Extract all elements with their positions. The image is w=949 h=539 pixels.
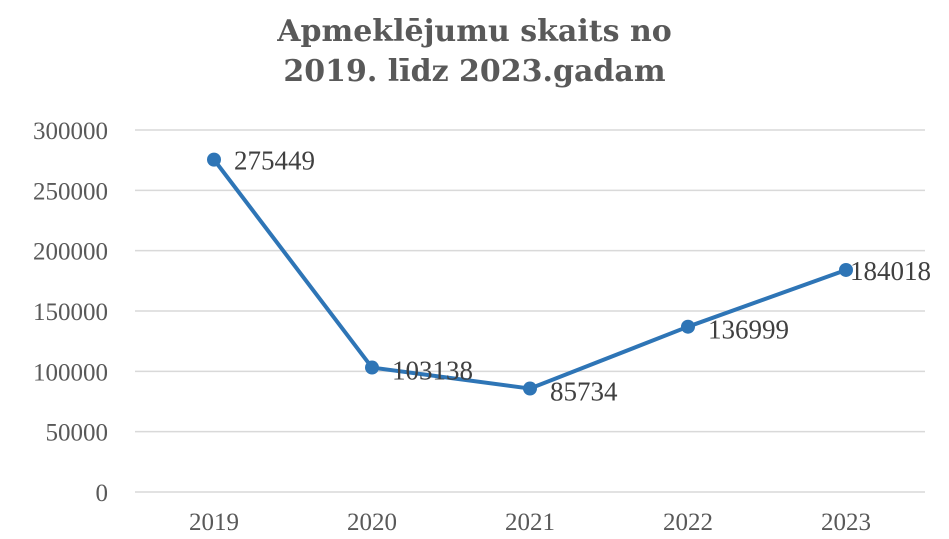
y-tick-label: 150000: [33, 299, 108, 326]
x-tick-label: 2021: [505, 509, 555, 536]
y-tick-label: 50000: [46, 420, 109, 447]
data-label: 136999: [708, 315, 789, 345]
data-point: [681, 319, 695, 334]
data-label: 275449: [234, 146, 315, 176]
chart-title-line-1: Apmeklējumu skaits no: [277, 14, 672, 49]
data-point: [207, 152, 221, 167]
y-tick-label: 100000: [33, 359, 108, 386]
x-tick-label: 2022: [663, 509, 713, 536]
data-label: 103138: [392, 356, 473, 386]
x-tick-label: 2023: [821, 509, 871, 536]
data-point: [365, 360, 379, 375]
y-tick-label: 300000: [33, 118, 108, 145]
data-point: [523, 381, 537, 396]
x-tick-label: 2020: [347, 509, 397, 536]
data-label: 85734: [550, 377, 618, 407]
chart-title-line-2: 2019. līdz 2023.gadam: [283, 54, 666, 89]
data-labels: 275449 103138 85734 136999 184018: [234, 146, 931, 407]
y-tick-label: 250000: [33, 178, 108, 205]
y-tick-label: 0: [96, 480, 109, 507]
data-point: [839, 262, 853, 277]
series-line: [212, 157, 848, 391]
chart-title: Apmeklējumu skaits no 2019. līdz 2023.ga…: [0, 12, 949, 92]
x-axis-tick-labels: 2019 2020 2021 2022 2023: [189, 509, 871, 536]
series-line-group: [207, 152, 853, 396]
y-tick-label: 200000: [33, 239, 108, 266]
y-axis-tick-labels: 0 50000 100000 150000 200000 250000 300000: [33, 118, 108, 507]
data-label: 184018: [850, 256, 931, 286]
gridlines: [135, 129, 925, 493]
x-tick-label: 2019: [189, 509, 239, 536]
